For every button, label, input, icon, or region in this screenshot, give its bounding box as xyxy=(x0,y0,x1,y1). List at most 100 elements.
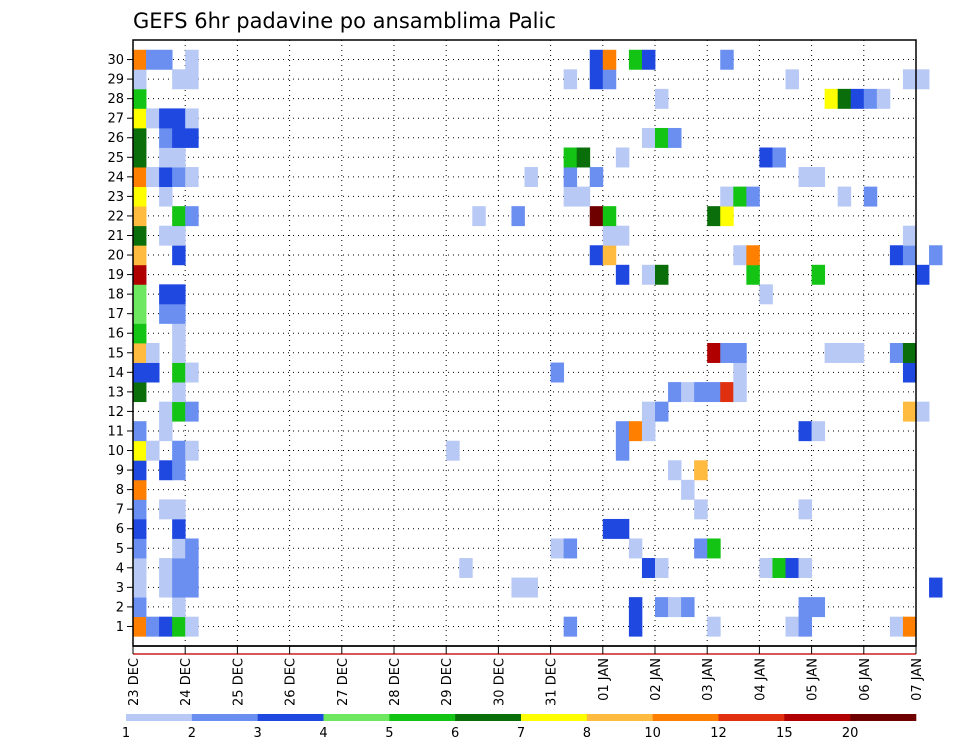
heatmap-cell xyxy=(733,186,747,207)
colorbar-label: 4 xyxy=(319,726,327,741)
heatmap-cell xyxy=(185,127,199,148)
x-tick-label: 28 DEC xyxy=(388,658,403,706)
heatmap-cell xyxy=(172,518,186,539)
heatmap-cell xyxy=(133,69,147,90)
heatmap-cell xyxy=(172,303,186,324)
heatmap-cell xyxy=(850,88,865,109)
colorbar-label: 15 xyxy=(776,726,793,741)
heatmap-cell xyxy=(172,147,186,168)
heatmap-cell xyxy=(185,440,199,461)
heatmap-cell xyxy=(133,362,147,383)
heatmap-cell xyxy=(811,264,826,285)
heatmap-cell xyxy=(133,597,147,618)
y-tick-label: 12 xyxy=(107,405,124,420)
heatmap-cell xyxy=(668,382,682,403)
heatmap-cell xyxy=(707,343,721,363)
heatmap-cell xyxy=(889,245,904,266)
heatmap-cell xyxy=(185,69,199,90)
heatmap-cell xyxy=(185,108,199,129)
heatmap-cell xyxy=(916,69,930,90)
heatmap-cell xyxy=(615,147,630,168)
heatmap-cell xyxy=(172,401,186,422)
x-tick-label: 25 DEC xyxy=(231,658,246,706)
colorbar-swatch xyxy=(389,714,456,721)
heatmap-cell xyxy=(172,382,186,403)
heatmap-cell xyxy=(798,558,812,578)
heatmap-cell xyxy=(589,167,604,188)
heatmap-cell xyxy=(511,206,525,227)
heatmap-cell xyxy=(655,127,669,148)
heatmap-cell xyxy=(576,186,591,207)
x-tick-label: 03 JAN xyxy=(701,658,716,701)
heatmap-cell xyxy=(133,440,147,461)
heatmap-cell xyxy=(146,108,160,129)
heatmap-cell xyxy=(772,147,786,168)
heatmap-cell xyxy=(159,499,173,520)
heatmap-cell xyxy=(668,597,682,618)
heatmap-cell xyxy=(172,538,186,559)
heatmap-cell xyxy=(159,577,173,598)
heatmap-cell xyxy=(563,147,578,168)
heatmap-cell xyxy=(159,49,173,70)
heatmap-cell xyxy=(159,284,173,305)
heatmap-cell xyxy=(133,460,147,481)
heatmap-cell xyxy=(185,401,199,422)
heatmap-cell xyxy=(589,69,604,90)
heatmap-cell xyxy=(641,264,656,285)
heatmap-cell xyxy=(133,49,147,70)
y-axis-ticks: 1234567891011121314151617181920212223242… xyxy=(107,53,133,635)
heatmap-cell xyxy=(133,127,147,148)
heatmap-cell xyxy=(759,284,773,305)
heatmap-cell xyxy=(615,264,630,285)
y-tick-label: 19 xyxy=(107,268,124,283)
heatmap-cell xyxy=(889,616,904,637)
x-tick-label: 24 DEC xyxy=(179,658,194,706)
heatmap-cell xyxy=(185,577,199,598)
heatmap-cell xyxy=(159,147,173,168)
heatmap-cell xyxy=(668,460,682,481)
heatmap-cell xyxy=(133,343,147,363)
heatmap-cell xyxy=(172,206,186,227)
colorbar-swatch xyxy=(191,714,258,721)
heatmap-cell xyxy=(602,245,617,266)
y-tick-label: 30 xyxy=(107,53,124,68)
axes xyxy=(132,39,917,655)
heatmap-cell xyxy=(146,362,160,383)
heatmap-cell xyxy=(746,245,760,266)
heatmap-cell xyxy=(902,362,917,383)
heatmap-cell xyxy=(707,382,721,403)
y-tick-label: 8 xyxy=(116,483,124,498)
heatmap-cell xyxy=(602,518,617,539)
heatmap-cell xyxy=(902,401,917,422)
y-tick-label: 17 xyxy=(107,307,124,322)
heatmap-cell xyxy=(681,479,695,500)
colorbar-label: 12 xyxy=(710,726,727,741)
heatmap-cell xyxy=(733,245,747,266)
heatmap-cell xyxy=(185,206,199,227)
heatmap-cell xyxy=(615,440,630,461)
heatmap-cell xyxy=(602,206,617,227)
heatmap-cell xyxy=(602,49,617,70)
colorbar-label: 1 xyxy=(122,726,130,741)
heatmap-cell xyxy=(185,616,199,637)
heatmap-cell xyxy=(172,108,186,129)
heatmap-cell xyxy=(133,186,147,207)
heatmap-cell xyxy=(133,499,147,520)
heatmap-cell xyxy=(159,558,173,578)
heatmap-cell xyxy=(798,499,812,520)
y-tick-label: 25 xyxy=(107,151,124,166)
colorbar-swatch xyxy=(323,714,390,721)
heatmap-cell xyxy=(185,362,199,383)
heatmap-cell xyxy=(133,616,147,637)
heatmap-cell xyxy=(798,616,812,637)
heatmap-cell xyxy=(655,597,669,618)
heatmap-cell xyxy=(641,401,656,422)
heatmap-cell xyxy=(172,69,186,90)
heatmap-cell xyxy=(172,499,186,520)
heatmap-cell xyxy=(159,186,173,207)
colorbar-label: 20 xyxy=(842,726,859,741)
heatmap-cell xyxy=(694,538,708,559)
heatmap-cell xyxy=(159,616,173,637)
heatmap-cell xyxy=(733,362,747,383)
